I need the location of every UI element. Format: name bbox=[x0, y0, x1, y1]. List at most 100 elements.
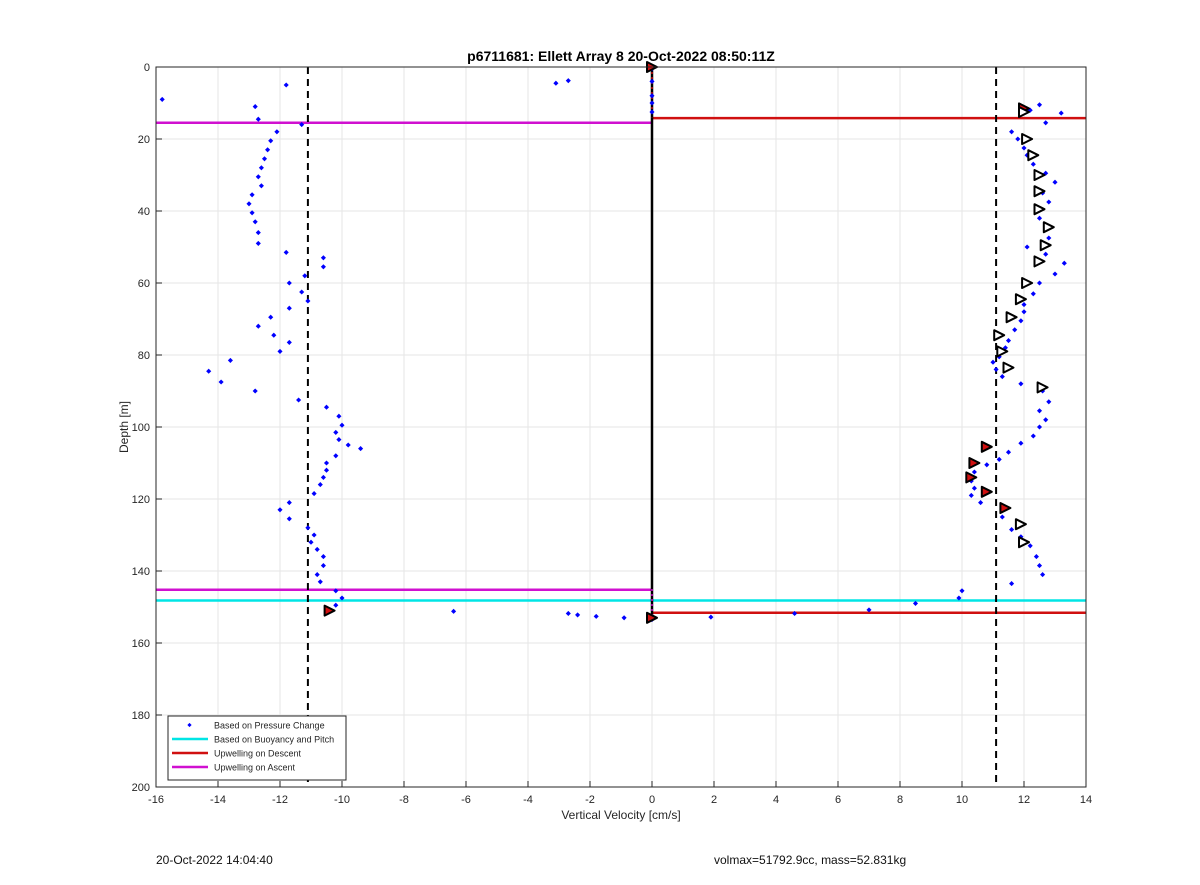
descent-point bbox=[1021, 302, 1027, 308]
ascent-point bbox=[299, 289, 305, 295]
descent-point bbox=[959, 588, 965, 594]
descent-point bbox=[1024, 244, 1030, 250]
x-tick-label: -8 bbox=[399, 794, 409, 806]
y-tick-label: 180 bbox=[132, 710, 150, 722]
x-tick-label: -10 bbox=[334, 794, 350, 806]
x-tick-label: 10 bbox=[956, 794, 968, 806]
descent-point bbox=[1043, 120, 1049, 126]
legend-swatch-dot bbox=[187, 722, 192, 728]
triangle-marker bbox=[1014, 518, 1027, 531]
descent-point bbox=[1036, 280, 1043, 286]
y-tick-label: 140 bbox=[132, 566, 150, 578]
descent-point bbox=[1030, 291, 1036, 297]
ascent-point bbox=[320, 255, 326, 261]
triangle-marker bbox=[1027, 149, 1040, 162]
ascent-point bbox=[317, 482, 323, 488]
ascent-point bbox=[255, 230, 261, 236]
ascent-point bbox=[323, 404, 330, 410]
ascent-point bbox=[336, 413, 342, 419]
descent-point bbox=[1036, 424, 1043, 430]
triangle-markers bbox=[323, 61, 1055, 624]
ascent-point bbox=[296, 397, 302, 403]
ascent-point bbox=[227, 357, 233, 363]
ascent-point bbox=[286, 339, 292, 345]
ascent-point bbox=[258, 183, 264, 189]
descent-point bbox=[1033, 554, 1039, 560]
descent-point bbox=[1036, 408, 1043, 414]
y-axis-label: Depth [m] bbox=[117, 401, 131, 453]
descent-point bbox=[1046, 199, 1052, 205]
descent-point bbox=[984, 462, 990, 468]
triangle-marker bbox=[980, 440, 993, 453]
triangle-marker bbox=[323, 604, 336, 617]
footer-timestamp: 20-Oct-2022 14:04:40 bbox=[156, 853, 273, 867]
ascent-point bbox=[206, 368, 212, 374]
descent-point bbox=[1046, 399, 1052, 405]
ascent-point bbox=[323, 467, 330, 473]
descent-point bbox=[1043, 417, 1049, 423]
ascent-point bbox=[323, 460, 330, 466]
descent-point bbox=[993, 366, 999, 372]
legend: Based on Pressure Change Based on Buoyanc… bbox=[167, 715, 347, 781]
triangle-marker bbox=[1005, 311, 1018, 324]
x-tick-label: 14 bbox=[1080, 794, 1092, 806]
ascent-point bbox=[261, 156, 268, 162]
y-tick-label: 20 bbox=[138, 134, 150, 146]
triangle-marker bbox=[1036, 381, 1049, 394]
descent-point bbox=[1040, 572, 1046, 578]
footer-info: volmax=51792.9cc, mass=52.831kg bbox=[714, 853, 907, 867]
legend-label: Based on Buoyancy and Pitch bbox=[214, 735, 334, 745]
x-tick-label: 6 bbox=[835, 794, 841, 806]
y-tick-label: 160 bbox=[132, 638, 150, 650]
descent-point bbox=[1027, 543, 1033, 549]
triangle-marker bbox=[993, 329, 1006, 342]
ascent-point bbox=[320, 474, 326, 480]
y-tick-label: 80 bbox=[138, 350, 150, 362]
triangle-marker bbox=[1021, 277, 1034, 289]
descent-point bbox=[792, 610, 798, 617]
x-tick-label: -14 bbox=[210, 794, 226, 806]
triangle-marker bbox=[1018, 536, 1030, 549]
x-axis-label: Vertical Velocity [cm/s] bbox=[561, 808, 680, 822]
y-tick-label: 40 bbox=[138, 206, 150, 218]
chart-title: p6711681: Ellett Array 8 20-Oct-2022 08:… bbox=[467, 48, 775, 64]
x-tick-label: -2 bbox=[585, 794, 595, 806]
triangle-marker bbox=[1039, 239, 1052, 252]
legend-label: Upwelling on Ascent bbox=[214, 763, 296, 773]
ascent-point bbox=[252, 104, 258, 110]
descent-point bbox=[1052, 179, 1058, 185]
ascent-point bbox=[336, 437, 342, 443]
triangle-marker bbox=[1033, 185, 1046, 198]
horizontal-lines bbox=[156, 116, 1086, 615]
x-tick-label: 12 bbox=[1018, 794, 1030, 806]
ascent-point bbox=[320, 264, 326, 270]
y-tick-label: 0 bbox=[144, 62, 150, 74]
descent-point bbox=[996, 456, 1002, 462]
ascent-point bbox=[345, 442, 351, 448]
ascent-point bbox=[271, 332, 277, 338]
ascent-point bbox=[255, 174, 261, 180]
ascent-point bbox=[302, 273, 308, 279]
ascent-point bbox=[286, 305, 292, 311]
x-tick-label: 0 bbox=[649, 794, 655, 806]
ascent-point bbox=[286, 500, 292, 506]
ascent-point bbox=[252, 219, 258, 225]
y-tick-label: 120 bbox=[132, 494, 150, 506]
ascent-point bbox=[255, 323, 261, 329]
vertical-lines bbox=[306, 67, 998, 787]
triangle-marker bbox=[646, 611, 658, 624]
legend-label: Upwelling on Descent bbox=[214, 749, 302, 759]
ascent-point bbox=[339, 422, 345, 428]
triangle-marker bbox=[1021, 133, 1034, 145]
triangle-marker bbox=[1042, 221, 1055, 234]
descent-point bbox=[1018, 440, 1024, 446]
descent-point bbox=[968, 492, 974, 498]
triangle-marker bbox=[1033, 169, 1046, 181]
ascent-point bbox=[333, 453, 339, 459]
descent-point bbox=[866, 607, 872, 613]
triangle-marker bbox=[980, 485, 993, 498]
x-tick-label: -12 bbox=[272, 794, 288, 806]
descent-point bbox=[1030, 433, 1036, 439]
descent-point bbox=[1043, 251, 1049, 257]
